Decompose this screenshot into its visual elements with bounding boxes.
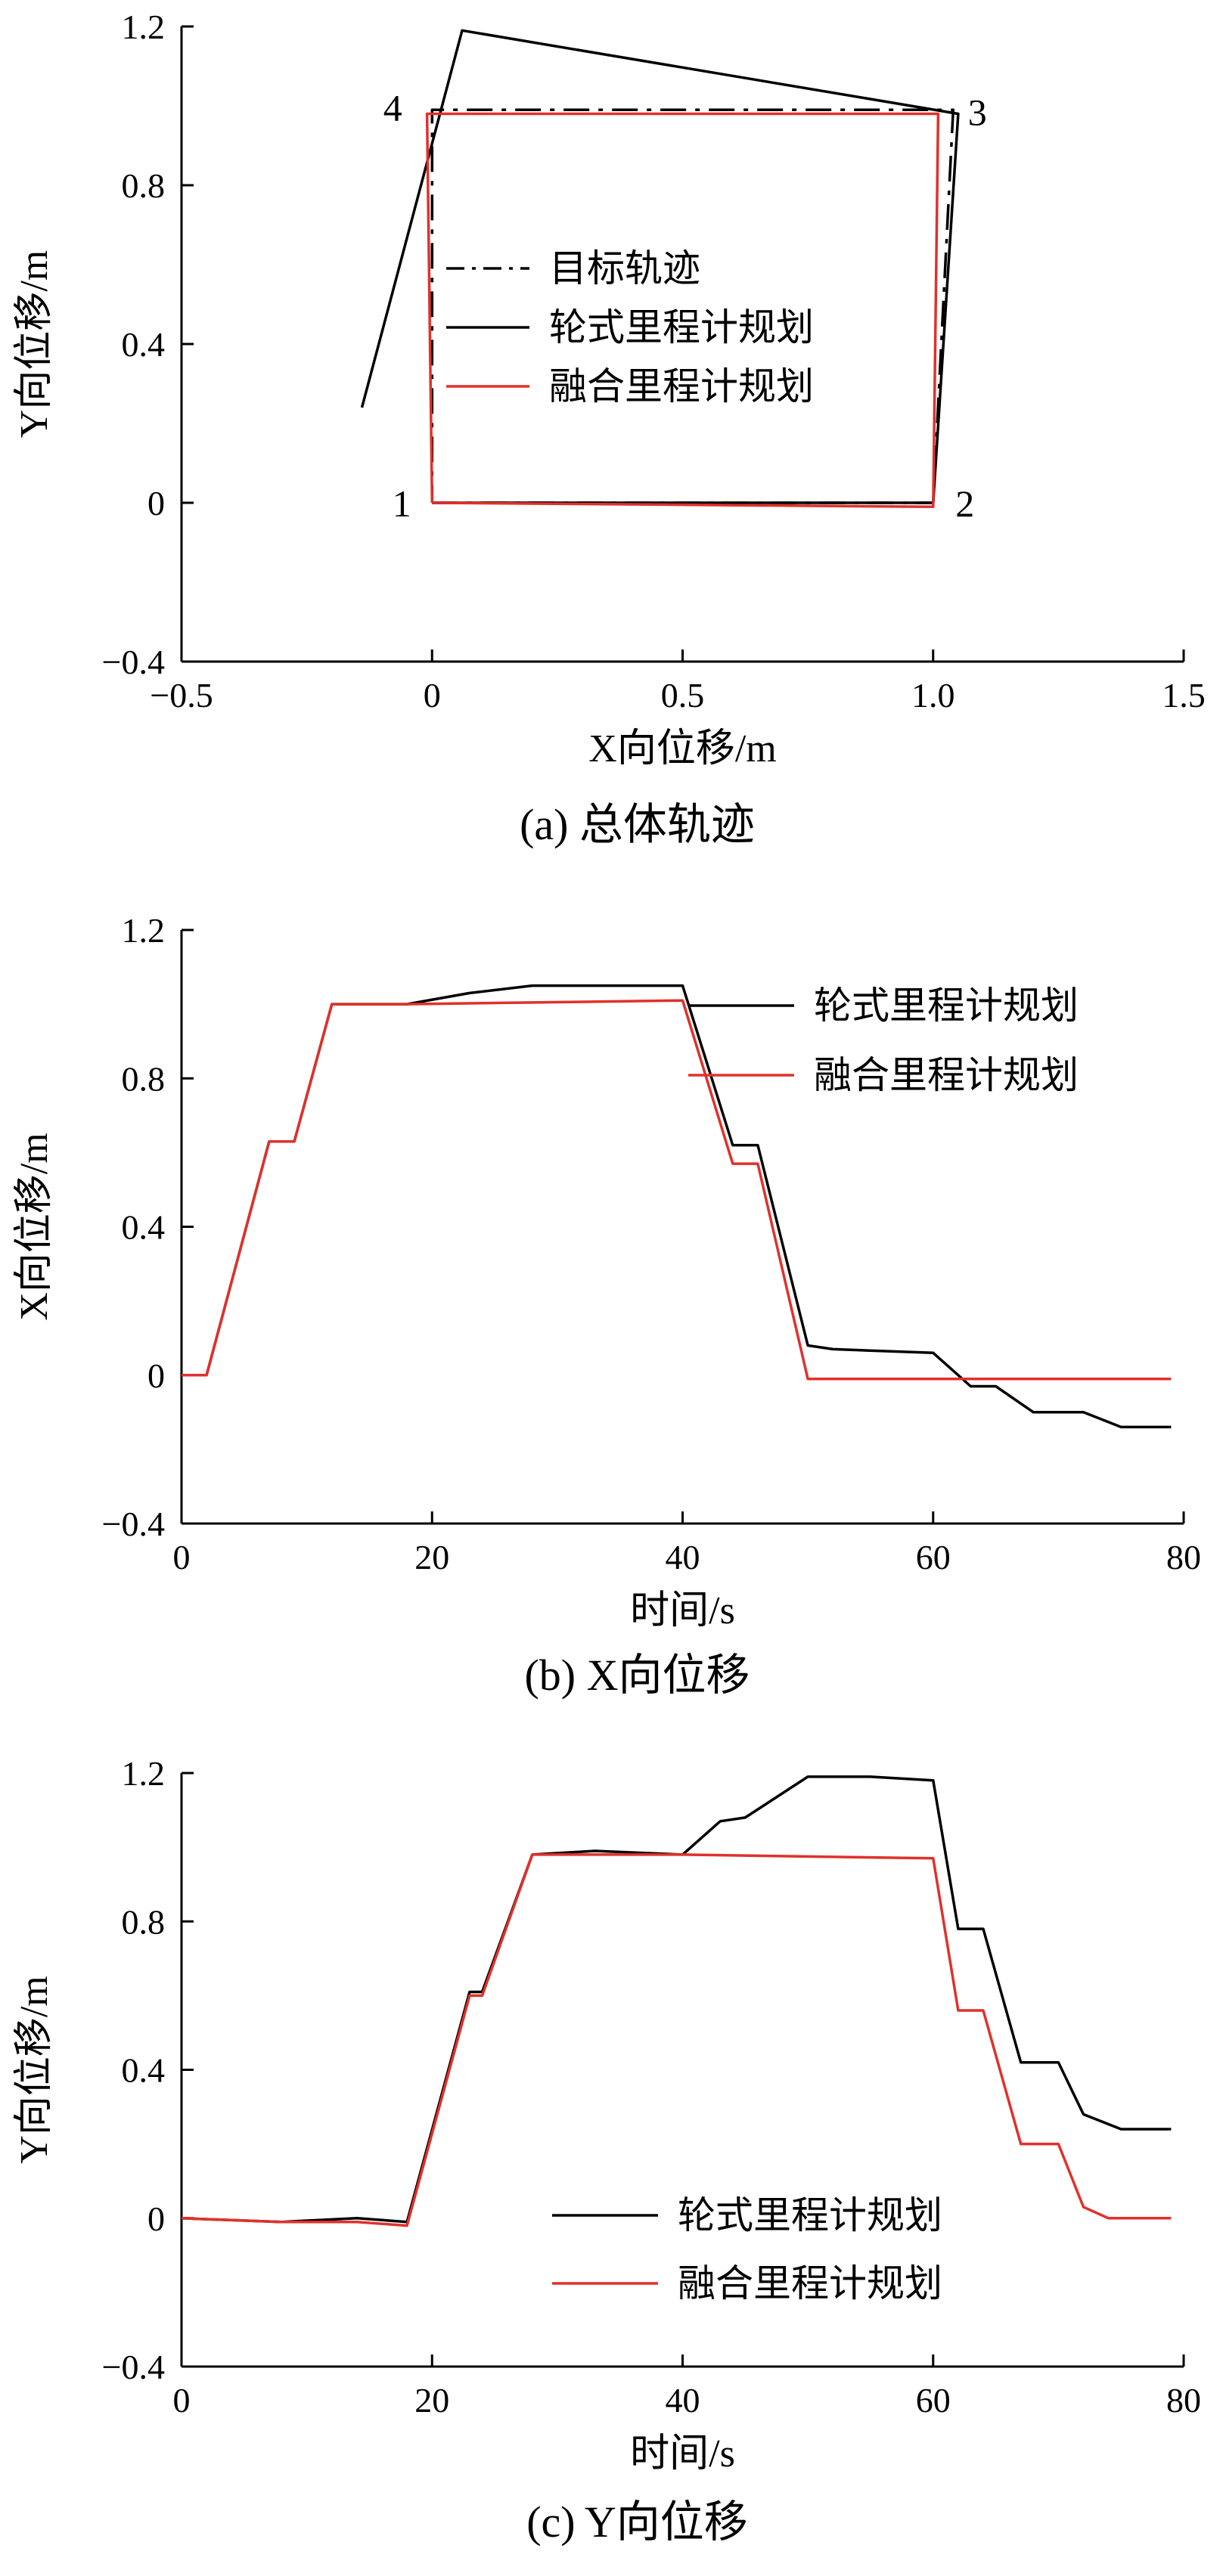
x-axis-label: 时间/s	[630, 1589, 735, 1632]
corner-label: 1	[393, 482, 411, 525]
x-tick-label: 80	[1166, 1538, 1201, 1576]
series-line-1	[430, 108, 955, 504]
chart-panel-1: −0.5 0 0.5 1.0 1.5 −0.4 0 0.4 0.8 1.2 X向位移/m Y向位移/m…	[13, 8, 1206, 849]
x-tick-label: 60	[916, 1538, 951, 1576]
corner-label: 3	[968, 91, 987, 133]
x-tick-label: 0.5	[661, 676, 705, 715]
series-line-2	[181, 1853, 1172, 2227]
legend-label: 融合里程计规划	[814, 1053, 1079, 1097]
corner-label: 4	[383, 86, 402, 129]
x-tick-label: 0	[173, 2381, 191, 2419]
chart-panel-3: 0 20 40 60 80−0.400.40.81.2时间/sY向位移/m轮式里程计规划…	[13, 1754, 1201, 2547]
x-tick-label: 0	[424, 676, 441, 715]
legend-label: 融合里程计规划	[678, 2261, 942, 2305]
y-tick-label: 0.4	[122, 2051, 166, 2090]
x-tick-label: −0.5	[150, 676, 213, 715]
y-tick-label: 0.4	[122, 1208, 166, 1247]
y-axis-label: Y向位移/m	[13, 1976, 56, 2163]
y-tick-label: 0.8	[122, 166, 166, 205]
figure-caption: (a) 总体轨迹	[520, 800, 755, 849]
legend-label: 轮式里程计规划	[549, 305, 814, 349]
series-line-1	[182, 984, 1172, 1429]
y-tick-label: −0.4	[102, 2348, 165, 2386]
x-axis-label: 时间/s	[630, 2432, 735, 2475]
series-line-1	[181, 1775, 1172, 2224]
y-tick-label: 0.4	[122, 325, 166, 364]
y-tick-label: 0	[147, 484, 165, 522]
x-tick-label: 60	[916, 2381, 951, 2419]
y-axis-label: Y向位移/m	[13, 250, 56, 438]
y-tick-label: 0	[147, 2199, 165, 2238]
x-tick-label: 20	[414, 1538, 449, 1576]
y-tick-label: 1.2	[122, 8, 166, 46]
x-axis-label: X向位移/m	[588, 727, 776, 770]
legend-label: 融合里程计规划	[549, 364, 814, 408]
y-tick-label: 0.8	[122, 1059, 166, 1098]
x-tick-label: 1.0	[911, 676, 955, 715]
y-tick-label: 0.8	[122, 1902, 166, 1941]
legend-label: 轮式里程计规划	[678, 2193, 942, 2237]
x-tick-label: 40	[666, 2381, 700, 2419]
x-tick-label: 1.5	[1162, 676, 1206, 715]
chart-panel-2: 0 20 40 60 80−0.400.40.81.2时间/sX向位移/m轮式里程计规划…	[13, 911, 1201, 1700]
x-tick-label: 20	[414, 2381, 449, 2419]
corner-label: 2	[955, 482, 974, 525]
y-tick-label: 0	[147, 1356, 165, 1395]
series-line-3	[425, 112, 940, 509]
y-tick-label: 1.2	[122, 911, 166, 950]
x-tick-label: 0	[173, 1538, 191, 1576]
y-tick-label: 1.2	[122, 1754, 166, 1793]
figure-caption: (c) Y向位移	[526, 2497, 748, 2547]
legend-label: 轮式里程计规划	[814, 984, 1079, 1028]
x-tick-label: 40	[666, 1538, 700, 1576]
series-line-2	[182, 999, 1172, 1381]
y-axis-label: X向位移/m	[13, 1133, 56, 1320]
figure-caption: (b) X向位移	[524, 1651, 750, 1700]
legend-label: 目标轨迹	[549, 246, 700, 290]
x-tick-label: 80	[1166, 2381, 1201, 2419]
y-tick-label: −0.4	[102, 643, 165, 681]
y-tick-label: −0.4	[102, 1505, 165, 1543]
